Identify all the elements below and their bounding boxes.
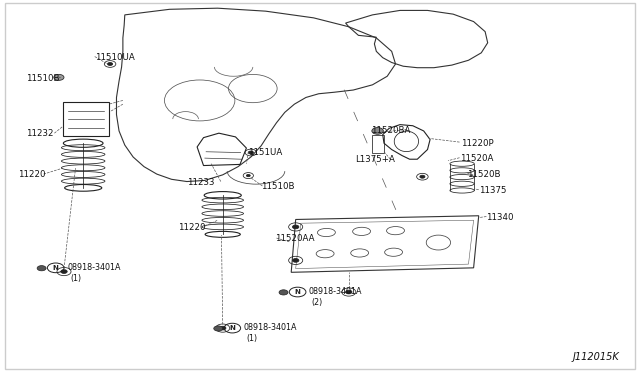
Circle shape xyxy=(214,326,223,331)
Circle shape xyxy=(279,290,288,295)
Circle shape xyxy=(372,128,383,134)
Circle shape xyxy=(220,326,226,330)
Text: N: N xyxy=(229,325,236,331)
Text: 11510B: 11510B xyxy=(261,182,294,191)
Text: 11220P: 11220P xyxy=(461,139,493,148)
Text: 08918-3401A: 08918-3401A xyxy=(67,263,121,272)
Text: 11520BA: 11520BA xyxy=(371,126,411,135)
Text: 11340: 11340 xyxy=(486,213,514,222)
Text: 11520A: 11520A xyxy=(460,154,493,163)
Circle shape xyxy=(248,151,253,154)
Text: 11233: 11233 xyxy=(187,178,214,187)
Text: (1): (1) xyxy=(70,274,81,283)
Text: 11220: 11220 xyxy=(178,223,205,232)
Text: N: N xyxy=(52,265,59,271)
Circle shape xyxy=(246,174,250,177)
Text: 11375: 11375 xyxy=(479,186,506,195)
Text: 11510B: 11510B xyxy=(26,74,59,83)
Text: 11232: 11232 xyxy=(26,129,53,138)
Text: 11520AA: 11520AA xyxy=(275,234,315,243)
Text: (1): (1) xyxy=(246,334,257,343)
Circle shape xyxy=(346,290,352,294)
Text: 1151UA: 1151UA xyxy=(248,148,283,157)
Text: 11220: 11220 xyxy=(18,170,45,179)
Circle shape xyxy=(420,175,425,178)
Text: (2): (2) xyxy=(312,298,323,307)
Text: 11510UA: 11510UA xyxy=(95,53,134,62)
Text: 08918-3401A: 08918-3401A xyxy=(308,287,362,296)
Text: J112015K: J112015K xyxy=(573,352,620,362)
Text: L1375+A: L1375+A xyxy=(355,155,395,164)
Text: 11520B: 11520B xyxy=(467,170,500,179)
Text: N: N xyxy=(294,289,301,295)
Circle shape xyxy=(292,225,299,229)
Text: 08918-3401A: 08918-3401A xyxy=(243,323,297,332)
Circle shape xyxy=(108,62,113,65)
Circle shape xyxy=(54,74,64,80)
Circle shape xyxy=(292,259,299,262)
Circle shape xyxy=(61,270,67,273)
Circle shape xyxy=(37,266,46,271)
